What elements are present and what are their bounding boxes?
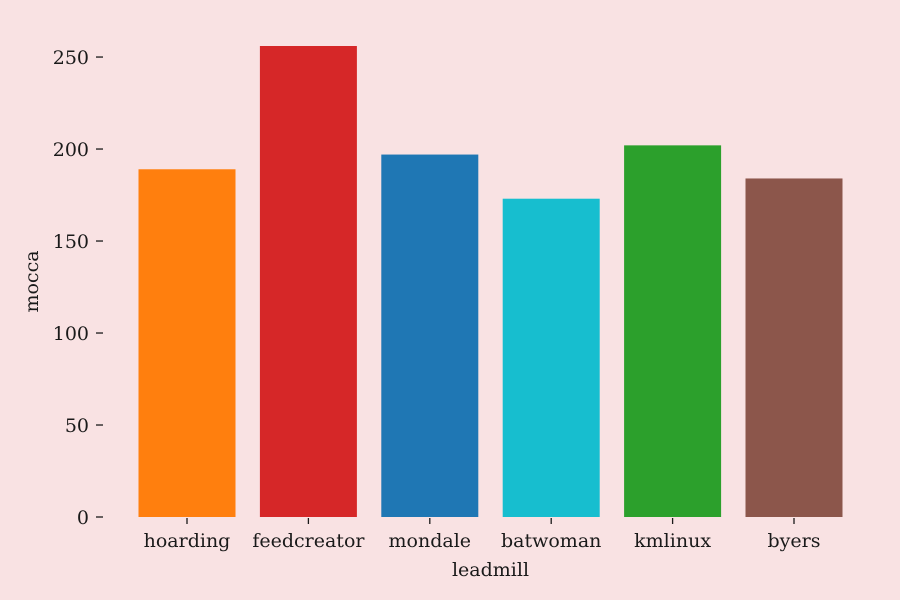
x-tick-label: kmlinux [634,530,711,552]
bar-mondale [381,154,479,517]
bar-byers [745,178,843,517]
y-tick-label: 150 [53,231,89,253]
y-tick-label: 250 [53,47,89,69]
y-axis-ticks: 0 50 100 150 200 250 [53,47,103,529]
y-tick-label: 0 [77,507,89,529]
bar-hoarding [138,169,236,517]
x-tick-label: mondale [389,530,472,552]
y-tick-label: 50 [65,415,89,437]
bars-group [138,46,843,517]
y-tick-label: 100 [53,323,89,345]
bar-kmlinux [624,145,722,517]
y-axis-label: mocca [21,250,43,312]
x-tick-label: feedcreator [252,530,365,552]
x-tick-label: hoarding [144,530,231,552]
y-tick-label: 200 [53,139,89,161]
bar-feedcreator [259,46,357,517]
x-axis-ticks: hoarding feedcreator mondale batwoman kmlinu… [144,518,821,552]
x-axis-label: leadmill [452,559,529,581]
x-tick-label: byers [768,530,821,552]
x-tick-label: batwoman [501,530,601,552]
bar-batwoman [502,198,600,517]
